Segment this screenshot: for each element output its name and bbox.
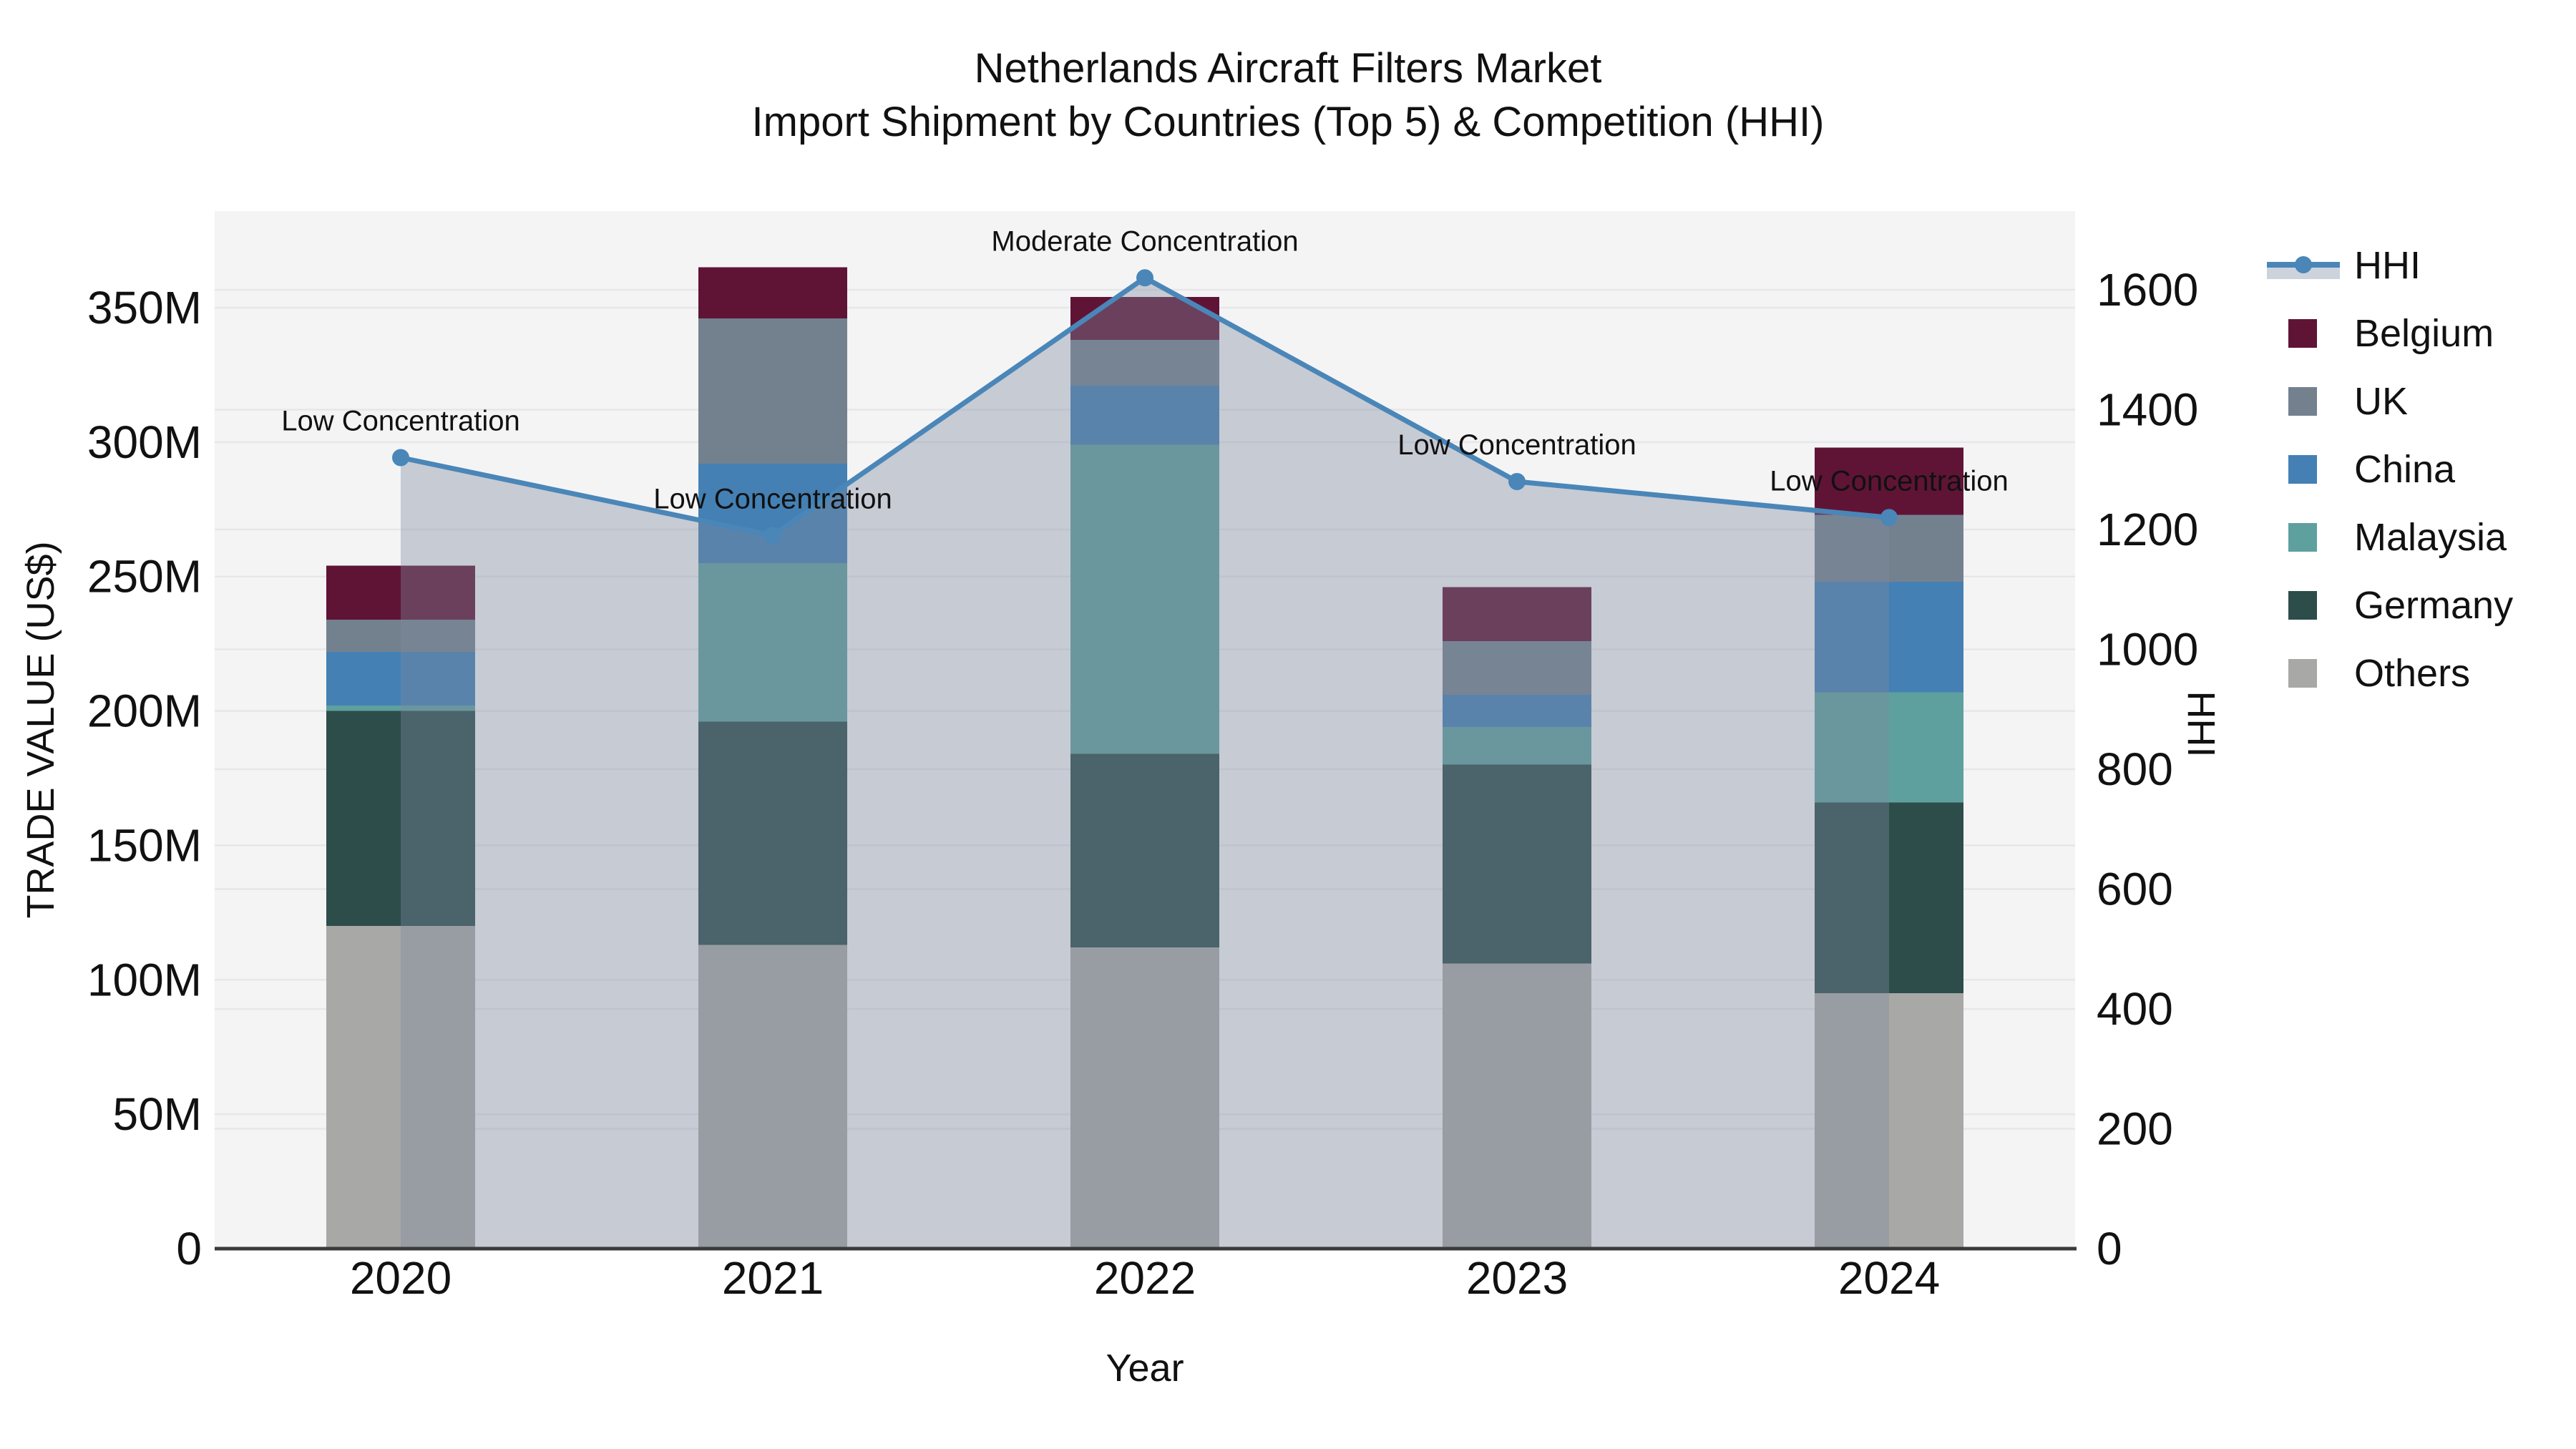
legend-item-others[interactable]: Others — [2288, 652, 2470, 695]
legend-swatch-others — [2288, 659, 2317, 688]
legend-label-germany: Germany — [2354, 584, 2513, 627]
bar-segment-belgium-2021[interactable] — [698, 267, 847, 319]
y-right-tick: 0 — [2097, 1223, 2122, 1274]
legend-hhi-marker — [2295, 256, 2312, 273]
legend-label-malaysia: Malaysia — [2354, 516, 2507, 559]
annotation-2023: Low Concentration — [1397, 429, 1636, 461]
bar-segment-uk-2023[interactable] — [1443, 640, 1591, 696]
x-tick-2022: 2022 — [1094, 1252, 1196, 1304]
bar-segment-china-2022[interactable] — [1070, 385, 1219, 445]
y-right-tick-labels: 0 200 400 600 800 1000 1200 1400 1600 — [2097, 264, 2198, 1274]
hhi-line — [392, 269, 1898, 545]
y-right-tick: 1000 — [2097, 624, 2198, 675]
y-left-tick: 50M — [113, 1088, 203, 1140]
bar-segment-malaysia-2021[interactable] — [698, 562, 847, 722]
x-tick-2020: 2020 — [350, 1252, 452, 1304]
y-left-tick: 300M — [87, 416, 202, 468]
annotation-2024: Low Concentration — [1770, 465, 2009, 497]
legend-label-china: China — [2354, 448, 2456, 491]
x-tick-2021: 2021 — [722, 1252, 824, 1304]
y-left-tick: 250M — [87, 551, 202, 602]
legend-item-malaysia[interactable]: Malaysia — [2288, 516, 2507, 559]
hhi-marker-2023[interactable] — [1508, 473, 1526, 490]
bar-segment-malaysia-2022[interactable] — [1070, 444, 1219, 754]
legend-item-china[interactable]: China — [2288, 448, 2456, 491]
bar-segment-germany-2024[interactable] — [1815, 802, 1963, 994]
legend-swatch-uk — [2288, 387, 2317, 416]
bar-segment-others-2022[interactable] — [1070, 947, 1219, 1249]
y-right-tick: 1200 — [2097, 504, 2198, 555]
legend-swatch-belgium — [2288, 319, 2317, 348]
annotation-2020: Low Concentration — [281, 406, 520, 437]
annotations: Low Concentration Low Concentration Modera… — [281, 225, 2009, 514]
hhi-area-fill — [401, 278, 1889, 1249]
bar-segment-belgium-2024[interactable] — [1815, 447, 1963, 515]
bar-segment-others-2021[interactable] — [698, 945, 847, 1249]
legend-label-belgium: Belgium — [2354, 312, 2494, 355]
x-tick-2024: 2024 — [1838, 1252, 1940, 1304]
bar-segment-china-2020[interactable] — [326, 651, 475, 706]
hhi-marker-2022[interactable] — [1136, 269, 1153, 287]
bar-segment-uk-2020[interactable] — [326, 619, 475, 652]
hhi-area — [401, 278, 1889, 1249]
y-right-axis-title: HHI — [2180, 691, 2223, 758]
legend-item-uk[interactable]: UK — [2288, 380, 2408, 423]
y-left-tick: 200M — [87, 686, 202, 737]
chart-title: Netherlands Aircraft Filters Market — [975, 45, 1602, 92]
legend-item-belgium[interactable]: Belgium — [2288, 312, 2494, 355]
legend-item-hhi[interactable]: HHI — [2267, 244, 2421, 287]
legend-swatch-germany — [2288, 591, 2317, 620]
y-left-tick-labels: 0 50M 100M 150M 200M 250M 300M 350M — [87, 282, 202, 1274]
stacked-bars — [326, 267, 1963, 1249]
bar-segment-others-2023[interactable] — [1443, 963, 1591, 1249]
bar-segment-germany-2023[interactable] — [1443, 764, 1591, 964]
bar-segment-china-2023[interactable] — [1443, 695, 1591, 728]
legend: HHI Belgium UK China Malaysia Germany Others — [2267, 244, 2513, 695]
legend-label-uk: UK — [2354, 380, 2408, 423]
y-left-tick: 150M — [87, 819, 202, 871]
y-right-tick: 800 — [2097, 743, 2173, 795]
legend-label-hhi: HHI — [2354, 244, 2421, 287]
chart-subtitle: Import Shipment by Countries (Top 5) & C… — [752, 99, 1825, 145]
bar-segment-malaysia-2020[interactable] — [326, 706, 475, 711]
bar-segment-uk-2022[interactable] — [1070, 340, 1219, 386]
legend-swatch-china — [2288, 455, 2317, 484]
hhi-marker-2021[interactable] — [764, 527, 781, 545]
y-right-tick: 1400 — [2097, 384, 2198, 436]
bar-segment-others-2024[interactable] — [1815, 993, 1963, 1249]
bar-segment-germany-2020[interactable] — [326, 711, 475, 927]
y-left-tick: 350M — [87, 282, 202, 333]
bar-segment-others-2020[interactable] — [326, 926, 475, 1249]
legend-swatch-malaysia — [2288, 523, 2317, 552]
legend-item-germany[interactable]: Germany — [2288, 584, 2513, 627]
y-right-tick: 1600 — [2097, 264, 2198, 316]
annotation-2021: Low Concentration — [653, 483, 892, 514]
hhi-marker-2020[interactable] — [392, 449, 409, 467]
y-right-tick: 400 — [2097, 983, 2173, 1035]
bar-segment-belgium-2020[interactable] — [326, 565, 475, 620]
x-axis-title: Year — [1106, 1347, 1184, 1390]
bar-segment-uk-2021[interactable] — [698, 318, 847, 464]
bar-segment-china-2021[interactable] — [698, 463, 847, 563]
x-tick-2023: 2023 — [1466, 1252, 1568, 1304]
y-right-tick: 600 — [2097, 864, 2173, 915]
bar-segment-malaysia-2023[interactable] — [1443, 727, 1591, 765]
hhi-marker-2024[interactable] — [1880, 509, 1898, 527]
y-left-axis-title: TRADE VALUE (US$) — [19, 541, 62, 918]
y-right-tick: 200 — [2097, 1103, 2173, 1155]
bar-segment-germany-2022[interactable] — [1070, 753, 1219, 948]
bar-segment-china-2024[interactable] — [1815, 582, 1963, 693]
y-left-tick: 0 — [176, 1223, 202, 1274]
annotation-2022: Moderate Concentration — [991, 225, 1298, 257]
bar-segment-belgium-2023[interactable] — [1443, 587, 1591, 641]
bar-segment-germany-2021[interactable] — [698, 721, 847, 945]
x-tick-labels: 2020 2021 2022 2023 2024 — [350, 1252, 1940, 1304]
bar-segment-malaysia-2024[interactable] — [1815, 692, 1963, 803]
legend-label-others: Others — [2354, 652, 2470, 695]
y-left-tick: 100M — [87, 954, 202, 1005]
